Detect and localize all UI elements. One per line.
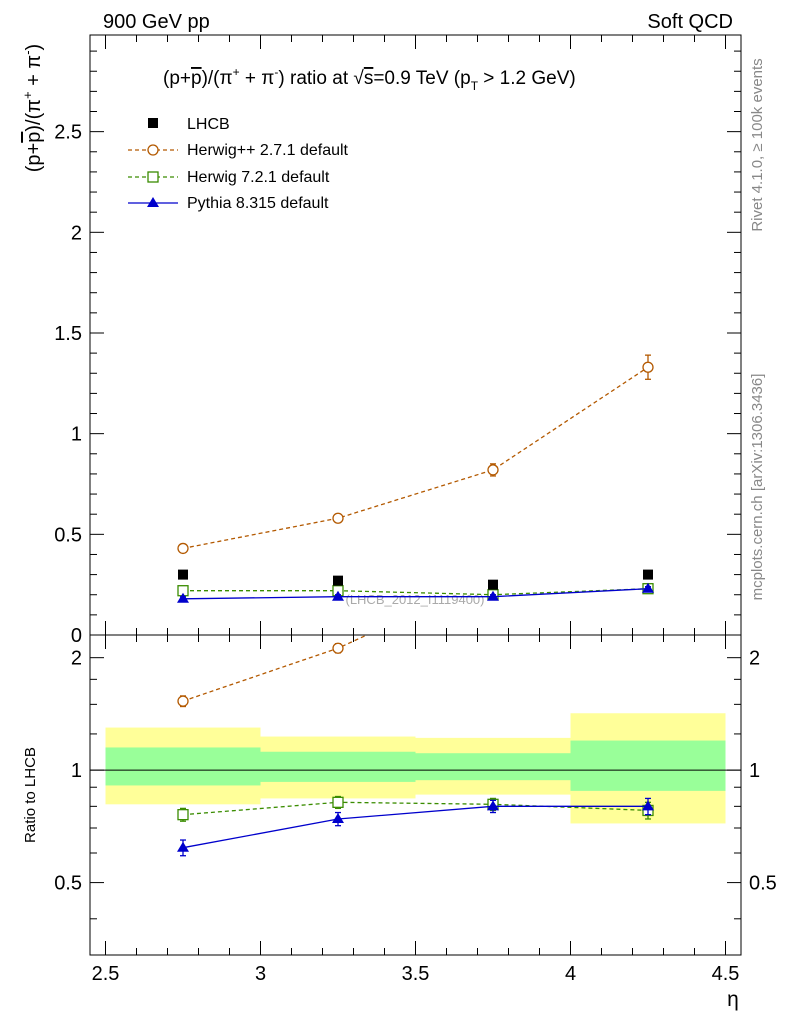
ratio-pythia-point (642, 800, 654, 811)
ratio-pythia-line (182, 805, 648, 849)
main-pythia-point (642, 582, 654, 593)
ratio-y-tick-label: 2 (71, 648, 82, 670)
ratio-herwigpp-point (332, 642, 344, 654)
main-pythia-point (177, 592, 189, 603)
ratio-herwig7-line (182, 801, 649, 816)
ratio-y-tick-label: 1 (71, 760, 82, 782)
ratio-herwigpp-line (182, 635, 369, 702)
main-herwigpp-point (642, 361, 654, 373)
main-y-tick-label: 0 (71, 625, 82, 647)
main-herwigpp-point (177, 542, 189, 555)
ratio-y-axis-label: Ratio to LHCB (22, 747, 39, 843)
ratio-y-tick-label-right: 1 (749, 760, 760, 782)
main-lhcb-point (488, 579, 498, 590)
ratio-pythia-point (177, 841, 189, 852)
analysis-watermark: (LHCB_2012_I1119400) (345, 592, 484, 607)
main-y-tick-label: 1.5 (54, 323, 82, 345)
legend-herwigpp-marker (147, 144, 159, 156)
ratio-pythia-point (332, 812, 344, 823)
main-pythia-line (182, 588, 649, 600)
ratio-y-tick-label-right: 2 (749, 648, 760, 670)
ratio-y-tick-label-right: 0.5 (749, 873, 777, 895)
legend-lhcb-label: LHCB (187, 116, 230, 133)
legend-lhcb-marker (148, 118, 158, 128)
mcplots-source-label: mcplots.cern.ch [arXiv:1306.3436] (749, 374, 766, 601)
main-herwigpp-line (182, 366, 649, 550)
ratio-herwigpp-point (643, 524, 653, 534)
x-tick-label: 3 (255, 963, 266, 985)
legend-entry-pythia: Pythia 8.315 default (128, 195, 329, 212)
legend-entry-herwig7: Herwig 7.2.1 default (128, 169, 330, 186)
x-tick-label: 3.5 (402, 963, 430, 985)
x-tick-label: 4.5 (712, 963, 740, 985)
ratio-band-inner (260, 751, 416, 782)
ratio-herwig7-point (177, 809, 189, 821)
main-herwig7-line (183, 588, 649, 596)
ratio-panel: 0.5 0.5 1 1 2 2 2.5 3 3.5 4 4.5 Ratio to LHCB η (22, 524, 777, 1011)
main-panel: (p+p)/(π+ + π-) ratio at √s=0.9 TeV (pT … (20, 34, 742, 647)
ratio-uncertainty-bands (105, 713, 726, 824)
legend: LHCB Herwig++ 2.7.1 default Herwig 7.2.1… (128, 116, 349, 212)
main-pythia-point (332, 590, 344, 601)
rivet-version-label: Rivet 4.1.0, ≥ 100k events (749, 58, 766, 231)
main-lhcb-point (333, 575, 343, 586)
main-herwigpp-point (487, 464, 499, 476)
main-ticks: 0 0.5 1 1.5 2 2.5 (54, 35, 741, 647)
chart-title: (p+p)/(π+ + π-) ratio at √s=0.9 TeV (pT … (163, 65, 576, 93)
x-axis-label: η (727, 988, 739, 1011)
ratio-series (177, 524, 654, 857)
main-lhcb-point (643, 569, 653, 580)
ratio-band-inner (570, 740, 726, 791)
ratio-herwig7-point (332, 796, 344, 808)
ratio-ticks: 0.5 0.5 1 1 2 2 2.5 3 3.5 4 4.5 (54, 635, 777, 985)
x-tick-label: 2.5 (92, 963, 120, 985)
legend-herwig7-label: Herwig 7.2.1 default (187, 169, 330, 186)
ratio-y-tick-label: 0.5 (54, 873, 82, 895)
x-tick-label: 4 (565, 963, 576, 985)
ratio-band-inner (415, 753, 571, 781)
legend-pythia-marker (147, 197, 159, 207)
category-label: Soft QCD (647, 11, 733, 33)
ratio-pythia-point (487, 800, 499, 811)
legend-entry-lhcb: LHCB (148, 116, 230, 133)
ratio-herwigpp-point (177, 695, 189, 707)
ratio-band-inner (105, 747, 261, 786)
main-y-tick-label: 2 (71, 222, 82, 244)
legend-entry-herwigpp: Herwig++ 2.7.1 default (128, 142, 349, 159)
main-lhcb-point (178, 569, 188, 580)
main-y-tick-label: 1 (71, 424, 82, 446)
main-y-tick-label: 0.5 (54, 524, 82, 546)
legend-herwig7-marker (147, 171, 159, 183)
main-pythia-point (487, 590, 499, 601)
main-series (177, 354, 654, 603)
legend-pythia-label: Pythia 8.315 default (187, 195, 329, 212)
collision-label: 900 GeV pp (103, 11, 210, 33)
main-y-tick-label: 2.5 (54, 122, 82, 144)
main-y-axis-label: (p+p)/(π+ + π-) (20, 44, 45, 172)
main-herwigpp-point (332, 512, 344, 524)
legend-herwigpp-label: Herwig++ 2.7.1 default (187, 142, 349, 159)
